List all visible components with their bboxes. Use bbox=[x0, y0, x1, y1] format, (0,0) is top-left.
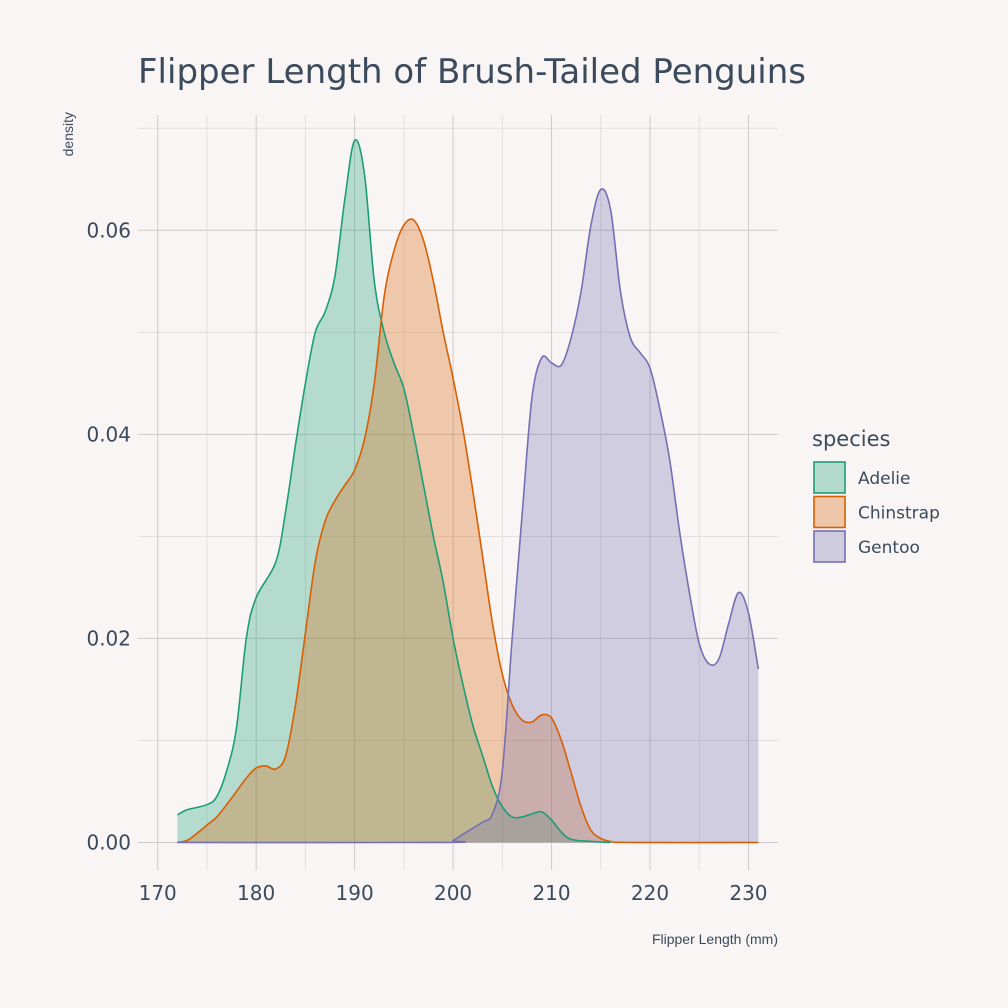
y-axis-label: density bbox=[60, 112, 76, 156]
area-chinstrap bbox=[177, 219, 759, 843]
x-tick-label: 230 bbox=[729, 881, 767, 905]
area-adelie bbox=[177, 139, 611, 843]
x-tick-label: 210 bbox=[532, 881, 570, 905]
x-tick-label: 200 bbox=[434, 881, 472, 905]
legend-label-adelie: Adelie bbox=[858, 469, 911, 489]
legend-title: species bbox=[812, 427, 890, 451]
legend-swatch-gentoo bbox=[813, 530, 846, 563]
legend-label-gentoo: Gentoo bbox=[858, 538, 920, 558]
area-gentoo bbox=[177, 188, 759, 843]
legend: species Adelie Chinstrap Gentoo bbox=[812, 427, 940, 563]
density-lines bbox=[176, 138, 760, 844]
grid bbox=[138, 115, 778, 870]
x-axis-ticks: 170 180 190 200 210 220 230 bbox=[139, 881, 768, 905]
line-chinstrap bbox=[177, 218, 759, 844]
y-tick-label: 0.06 bbox=[86, 218, 131, 242]
legend-swatch-adelie bbox=[813, 461, 846, 494]
y-tick-label: 0.04 bbox=[86, 422, 131, 446]
y-tick-label: 0.02 bbox=[86, 626, 131, 650]
x-axis-label: Flipper Length (mm) bbox=[652, 931, 778, 947]
x-tick-label: 170 bbox=[139, 881, 177, 905]
x-tick-label: 220 bbox=[631, 881, 669, 905]
x-tick-label: 190 bbox=[336, 881, 374, 905]
density-areas bbox=[177, 139, 759, 843]
legend-label-chinstrap: Chinstrap bbox=[858, 504, 940, 524]
y-tick-label: 0.00 bbox=[86, 830, 131, 854]
x-tick-label: 180 bbox=[237, 881, 275, 905]
chart-title: Flipper Length of Brush-Tailed Penguins bbox=[138, 52, 807, 92]
y-axis-ticks: 0.00 0.02 0.04 0.06 bbox=[86, 218, 131, 854]
line-adelie bbox=[176, 138, 611, 844]
legend-swatch-chinstrap bbox=[813, 495, 846, 529]
line-gentoo bbox=[177, 188, 760, 844]
